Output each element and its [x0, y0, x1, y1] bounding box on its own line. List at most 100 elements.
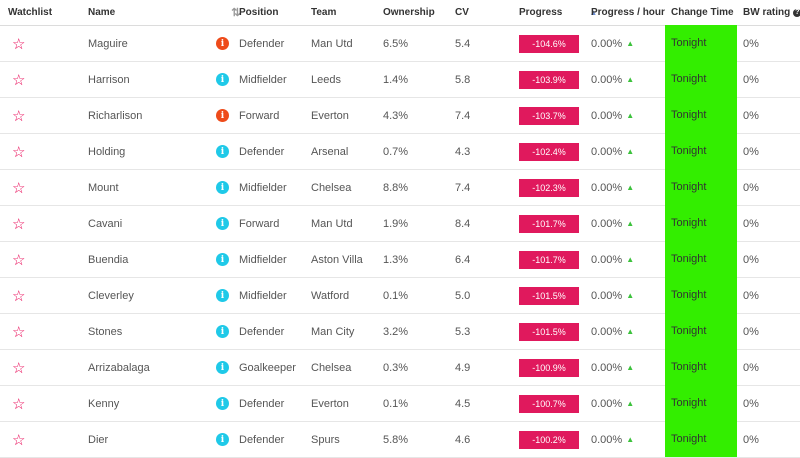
- info-icon[interactable]: i: [216, 397, 229, 410]
- player-name[interactable]: Kenny: [88, 397, 120, 410]
- table-row[interactable]: ☆ Stones i Defender Man City 3.2% 5.3 -1…: [0, 313, 800, 350]
- player-name[interactable]: Arrizabalaga: [88, 361, 150, 374]
- table-row[interactable]: ☆ Dier i Defender Spurs 5.8% 4.6 -100.2%…: [0, 421, 800, 458]
- progress-badge: -100.2%: [519, 430, 579, 449]
- player-name[interactable]: Mount: [88, 181, 119, 194]
- sort-ascending-icon[interactable]: ▲: [589, 8, 598, 17]
- change-time-value: Tonight: [671, 217, 707, 229]
- progress-hour-cell: 0.00% ▲: [591, 98, 634, 133]
- column-header-progress[interactable]: Progress ▲: [519, 7, 598, 18]
- info-icon[interactable]: i: [216, 433, 229, 446]
- player-name[interactable]: Dier: [88, 433, 109, 446]
- star-icon[interactable]: ☆: [12, 71, 26, 89]
- up-arrow-icon: ▲: [626, 147, 635, 156]
- column-header-watchlist[interactable]: Watchlist: [8, 7, 53, 18]
- player-name[interactable]: Buendia: [88, 253, 129, 266]
- info-cell: i: [216, 386, 229, 421]
- progress-hour-cell: 0.00% ▲: [591, 134, 634, 169]
- star-icon[interactable]: ☆: [12, 215, 26, 233]
- progress-hour-cell: 0.00% ▲: [591, 170, 634, 205]
- progress-hour-value: 0.00%: [591, 73, 623, 86]
- change-time-value: Tonight: [671, 289, 707, 301]
- progress-hour-value: 0.00%: [591, 181, 623, 194]
- up-arrow-icon: ▲: [626, 327, 635, 336]
- player-name[interactable]: Richarlison: [88, 109, 143, 122]
- info-icon[interactable]: i: [216, 361, 229, 374]
- player-team: Man City: [311, 325, 355, 338]
- star-icon[interactable]: ☆: [12, 35, 26, 53]
- progress-badge: -102.3%: [519, 178, 579, 197]
- watchlist-cell: ☆: [8, 206, 25, 241]
- column-header-team[interactable]: Team: [311, 7, 337, 18]
- column-header-bw-rating[interactable]: BW rating ?: [743, 7, 800, 18]
- watchlist-cell: ☆: [8, 278, 25, 313]
- player-name[interactable]: Stones: [88, 325, 123, 338]
- player-position: Midfielder: [239, 253, 287, 266]
- column-header-name[interactable]: Name ⇅: [88, 7, 240, 19]
- table-row[interactable]: ☆ Cavani i Forward Man Utd 1.9% 8.4 -101…: [0, 205, 800, 242]
- table-row[interactable]: ☆ Arrizabalaga i Goalkeeper Chelsea 0.3%…: [0, 349, 800, 386]
- help-icon[interactable]: ?: [793, 8, 800, 17]
- star-icon[interactable]: ☆: [12, 287, 26, 305]
- table-row[interactable]: ☆ Holding i Defender Arsenal 0.7% 4.3 -1…: [0, 133, 800, 170]
- watchlist-cell: ☆: [8, 242, 25, 277]
- table-row[interactable]: ☆ Mount i Midfielder Chelsea 8.8% 7.4 -1…: [0, 169, 800, 206]
- star-icon[interactable]: ☆: [12, 359, 26, 377]
- column-header-ownership[interactable]: Ownership: [383, 7, 435, 18]
- player-position: Defender: [239, 325, 285, 338]
- change-time-cell: Tonight: [665, 133, 737, 169]
- player-ownership: 1.4%: [383, 73, 409, 86]
- table-row[interactable]: ☆ Kenny i Defender Everton 0.1% 4.5 -100…: [0, 385, 800, 422]
- table-row[interactable]: ☆ Maguire i Defender Man Utd 6.5% 5.4 -1…: [0, 25, 800, 62]
- info-icon[interactable]: i: [216, 73, 229, 86]
- player-name[interactable]: Cleverley: [88, 289, 134, 302]
- player-cv: 5.0: [455, 289, 471, 302]
- column-header-cv[interactable]: CV: [455, 7, 469, 18]
- change-time-cell: Tonight: [665, 385, 737, 421]
- star-icon[interactable]: ☆: [12, 431, 26, 449]
- progress-badge: -102.4%: [519, 142, 579, 161]
- table-row[interactable]: ☆ Cleverley i Midfielder Watford 0.1% 5.…: [0, 277, 800, 314]
- info-icon[interactable]: i: [216, 109, 229, 122]
- info-cell: i: [216, 422, 229, 457]
- player-position: Defender: [239, 433, 285, 446]
- player-name[interactable]: Maguire: [88, 37, 128, 50]
- star-icon[interactable]: ☆: [12, 395, 26, 413]
- player-name[interactable]: Holding: [88, 145, 126, 158]
- info-icon[interactable]: i: [216, 37, 229, 50]
- player-name[interactable]: Harrison: [88, 73, 130, 86]
- star-icon[interactable]: ☆: [12, 323, 26, 341]
- bw-rating-value: 0%: [743, 361, 759, 374]
- star-icon[interactable]: ☆: [12, 179, 26, 197]
- column-header-position[interactable]: Position: [239, 7, 279, 18]
- star-icon[interactable]: ☆: [12, 107, 26, 125]
- up-arrow-icon: ▲: [626, 219, 635, 228]
- info-icon[interactable]: i: [216, 217, 229, 230]
- player-cv: 4.5: [455, 397, 471, 410]
- info-icon[interactable]: i: [216, 325, 229, 338]
- player-ownership: 1.9%: [383, 217, 409, 230]
- table-row[interactable]: ☆ Richarlison i Forward Everton 4.3% 7.4…: [0, 97, 800, 134]
- watchlist-cell: ☆: [8, 62, 25, 97]
- player-cv: 7.4: [455, 109, 471, 122]
- watchlist-cell: ☆: [8, 170, 25, 205]
- table-row[interactable]: ☆ Buendia i Midfielder Aston Villa 1.3% …: [0, 241, 800, 278]
- bw-rating-value: 0%: [743, 73, 759, 86]
- star-icon[interactable]: ☆: [12, 251, 26, 269]
- player-team: Chelsea: [311, 181, 352, 194]
- info-icon[interactable]: i: [216, 253, 229, 266]
- table-row[interactable]: ☆ Harrison i Midfielder Leeds 1.4% 5.8 -…: [0, 61, 800, 98]
- info-icon[interactable]: i: [216, 289, 229, 302]
- info-icon[interactable]: i: [216, 181, 229, 194]
- player-name[interactable]: Cavani: [88, 217, 123, 230]
- column-header-change-time[interactable]: Change Time: [671, 7, 734, 18]
- column-header-progress-hour[interactable]: Progress / hour: [591, 7, 665, 18]
- player-position: Midfielder: [239, 73, 287, 86]
- info-icon[interactable]: i: [216, 145, 229, 158]
- player-team: Man Utd: [311, 37, 353, 50]
- info-cell: i: [216, 350, 229, 385]
- star-icon[interactable]: ☆: [12, 143, 26, 161]
- progress-badge: -101.5%: [519, 286, 579, 305]
- sort-arrows-icon[interactable]: ⇅: [231, 7, 240, 19]
